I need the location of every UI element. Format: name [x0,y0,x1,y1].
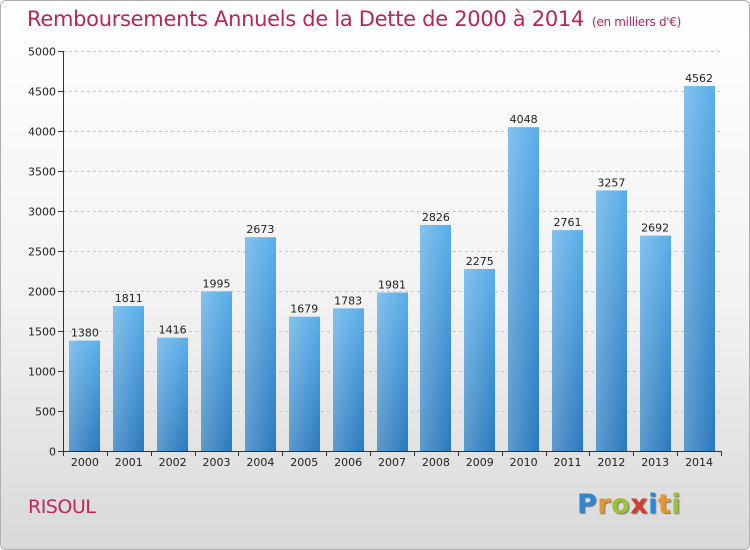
data-label-2012: 3257 [597,176,625,189]
data-labels: 1380 1811 1416 1995 2673 1679 1783 1981 2826 2275… [71,72,713,340]
x-tick-label-2010: 2010 [510,456,538,469]
bar-highlight-2010 [508,127,539,451]
y-tick-label: 4000 [28,126,56,139]
chart-title: Remboursements Annuels de la Dette de 20… [27,7,681,31]
data-label-2001: 1811 [115,292,143,305]
commune-name: RISOUL [28,496,96,518]
y-tick-label: 2500 [28,246,56,259]
data-label-2014: 4562 [685,72,713,85]
bar-highlight-2000 [69,340,100,451]
data-label-2004: 2673 [246,223,274,236]
data-label-2009: 2275 [466,255,494,268]
bar-highlight-2012 [596,190,627,451]
x-tick-label-2007: 2007 [378,456,406,469]
x-tick-label-2002: 2002 [159,456,187,469]
bar-highlight-2011 [552,230,583,451]
axes: 0 500 1000 1500 2000 2500 3000 3500 4000 4500 5000… [28,46,722,469]
bar-highlight-2009 [464,269,495,451]
x-tick-label-2005: 2005 [290,456,318,469]
bar-highlight-2003 [201,291,232,451]
y-tick-label: 4500 [28,86,56,99]
x-tick-label-2006: 2006 [334,456,362,469]
bar-highlight-2013 [640,235,671,451]
y-tick-label: 2000 [28,286,56,299]
x-tick-label-2004: 2004 [246,456,274,469]
bar-highlight-2004 [245,237,276,451]
logo-letter: i [648,489,658,520]
y-tick-label: 3500 [28,166,56,179]
y-tick-label: 5000 [28,46,56,59]
logo-letter: r [597,489,612,520]
x-tick-label-2009: 2009 [466,456,494,469]
y-tick-label: 500 [35,406,56,419]
bar-highlight-2001 [113,306,144,451]
x-tick-label-2008: 2008 [422,456,450,469]
data-label-2000: 1380 [71,327,99,340]
bar-highlight-2006 [333,308,364,451]
x-tick-label-2003: 2003 [203,456,231,469]
chart-title-main: Remboursements Annuels de la Dette de 20… [27,7,584,31]
chart-subtitle: (en milliers d'€) [592,15,682,29]
y-tick-label: 3000 [28,206,56,219]
x-tick-label-2013: 2013 [641,456,669,469]
data-label-2008: 2826 [422,211,450,224]
data-label-2006: 1783 [334,294,362,307]
data-label-2005: 1679 [290,303,318,316]
y-tick-label: 1000 [28,366,56,379]
data-label-2003: 1995 [203,277,231,290]
y-tick-label: 0 [49,446,56,459]
data-label-2007: 1981 [378,279,406,292]
x-tick-label-2011: 2011 [553,456,581,469]
logo-letter: P [577,489,598,520]
x-tick-label-2014: 2014 [685,456,713,469]
data-label-2002: 1416 [159,324,187,337]
bar-highlight-2005 [289,316,320,451]
x-tick-label-2001: 2001 [115,456,143,469]
data-label-2011: 2761 [553,216,581,229]
bar-highlight-2014 [684,86,715,451]
data-label-2013: 2692 [641,222,669,235]
bar-highlight-2008 [420,224,451,451]
bar-highlight-2002 [157,337,188,451]
x-tick-label-2012: 2012 [597,456,625,469]
bar-highlight-2007 [377,292,408,451]
logo-letter: i [671,489,682,520]
x-tick-label-2000: 2000 [71,456,99,469]
data-label-2010: 4048 [510,113,538,126]
proxiti-logo[interactable]: Proxiti [577,489,681,520]
logo-letter: o [611,489,631,520]
logo-letter: x [630,489,649,520]
logo-letter: t [657,489,672,520]
y-tick-label: 1500 [28,326,56,339]
bars [69,86,715,451]
